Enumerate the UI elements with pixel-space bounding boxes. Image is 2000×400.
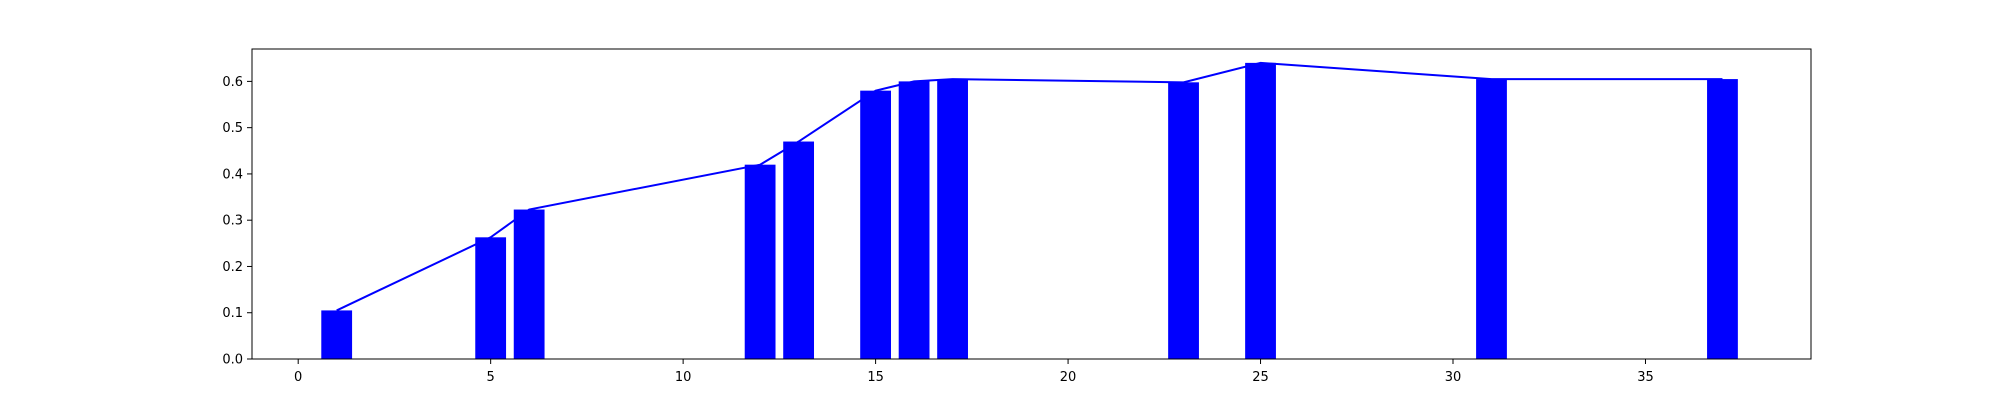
bar-6 [513, 209, 545, 359]
line-layer [336, 61, 1723, 312]
bar-31 [1476, 79, 1507, 360]
y-tick-label: 0.4 [222, 167, 243, 182]
bar-16 [898, 81, 930, 359]
x-tick-label: 10 [675, 370, 692, 385]
x-tick-label: 25 [1252, 370, 1269, 385]
x-axis: 0 5 10 15 20 25 30 35 [294, 359, 1654, 385]
x-tick-label: 0 [294, 370, 302, 385]
y-tick-label: 0.3 [222, 214, 243, 229]
bar-1 [321, 310, 353, 359]
x-tick-label: 5 [487, 370, 495, 385]
x-tick-label: 30 [1445, 370, 1462, 385]
x-tick-label: 15 [867, 370, 884, 385]
y-tick-label: 0.0 [222, 353, 243, 368]
plot-area-frame [251, 48, 1812, 360]
x-tick-label: 20 [1060, 370, 1077, 385]
bar-5 [475, 237, 507, 359]
y-axis: 0.0 0.1 0.2 0.3 0.4 0.5 0.6 [222, 75, 252, 368]
bar-37 [1707, 79, 1738, 360]
bars-layer [321, 62, 1738, 360]
y-tick-label: 0.2 [222, 260, 243, 275]
x-tick-label: 35 [1637, 370, 1654, 385]
series-line [336, 61, 1723, 312]
y-tick-label: 0.1 [222, 306, 243, 321]
bar-12 [744, 164, 776, 359]
bar-13 [783, 141, 815, 359]
bar-17 [937, 79, 968, 360]
bar-15 [860, 90, 891, 360]
y-tick-label: 0.6 [222, 75, 243, 90]
bar-23 [1168, 82, 1199, 360]
y-tick-label: 0.5 [222, 121, 243, 136]
bar-25 [1245, 62, 1276, 360]
